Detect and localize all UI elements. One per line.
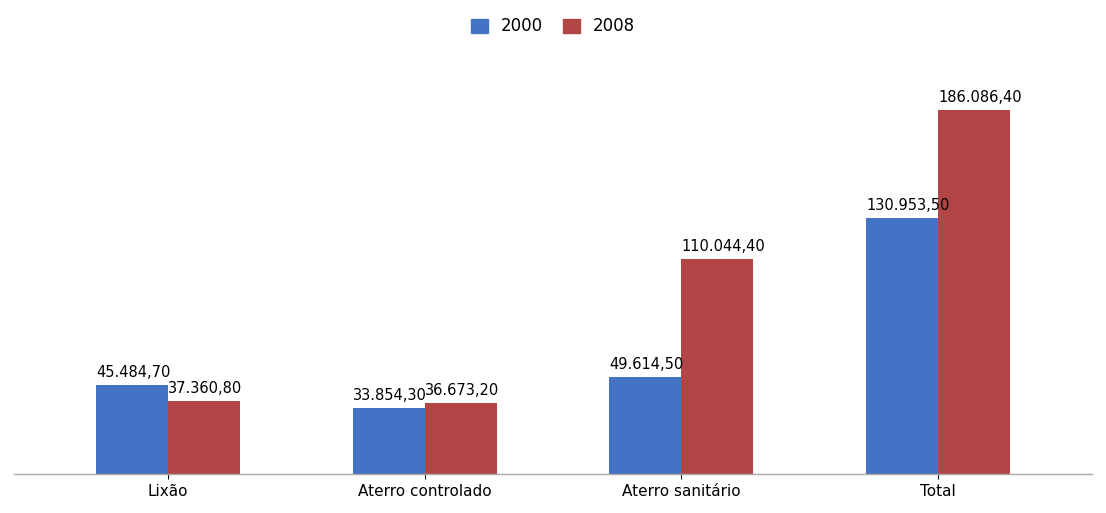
- Text: 110.044,40: 110.044,40: [681, 239, 765, 254]
- Text: 37.360,80: 37.360,80: [168, 381, 242, 396]
- Text: 130.953,50: 130.953,50: [866, 198, 950, 213]
- Bar: [425, 403, 497, 475]
- Bar: [681, 259, 753, 475]
- Text: 45.484,70: 45.484,70: [96, 365, 170, 380]
- Text: 186.086,40: 186.086,40: [938, 90, 1022, 105]
- Text: 36.673,20: 36.673,20: [425, 383, 499, 398]
- Bar: [609, 377, 681, 475]
- Bar: [938, 110, 1010, 475]
- Legend: 2000, 2008: 2000, 2008: [465, 11, 641, 42]
- Bar: [866, 218, 938, 475]
- Text: 49.614,50: 49.614,50: [609, 357, 684, 372]
- Bar: [96, 385, 168, 475]
- Bar: [168, 401, 240, 475]
- Text: 33.854,30: 33.854,30: [353, 388, 427, 403]
- Bar: [353, 408, 425, 475]
